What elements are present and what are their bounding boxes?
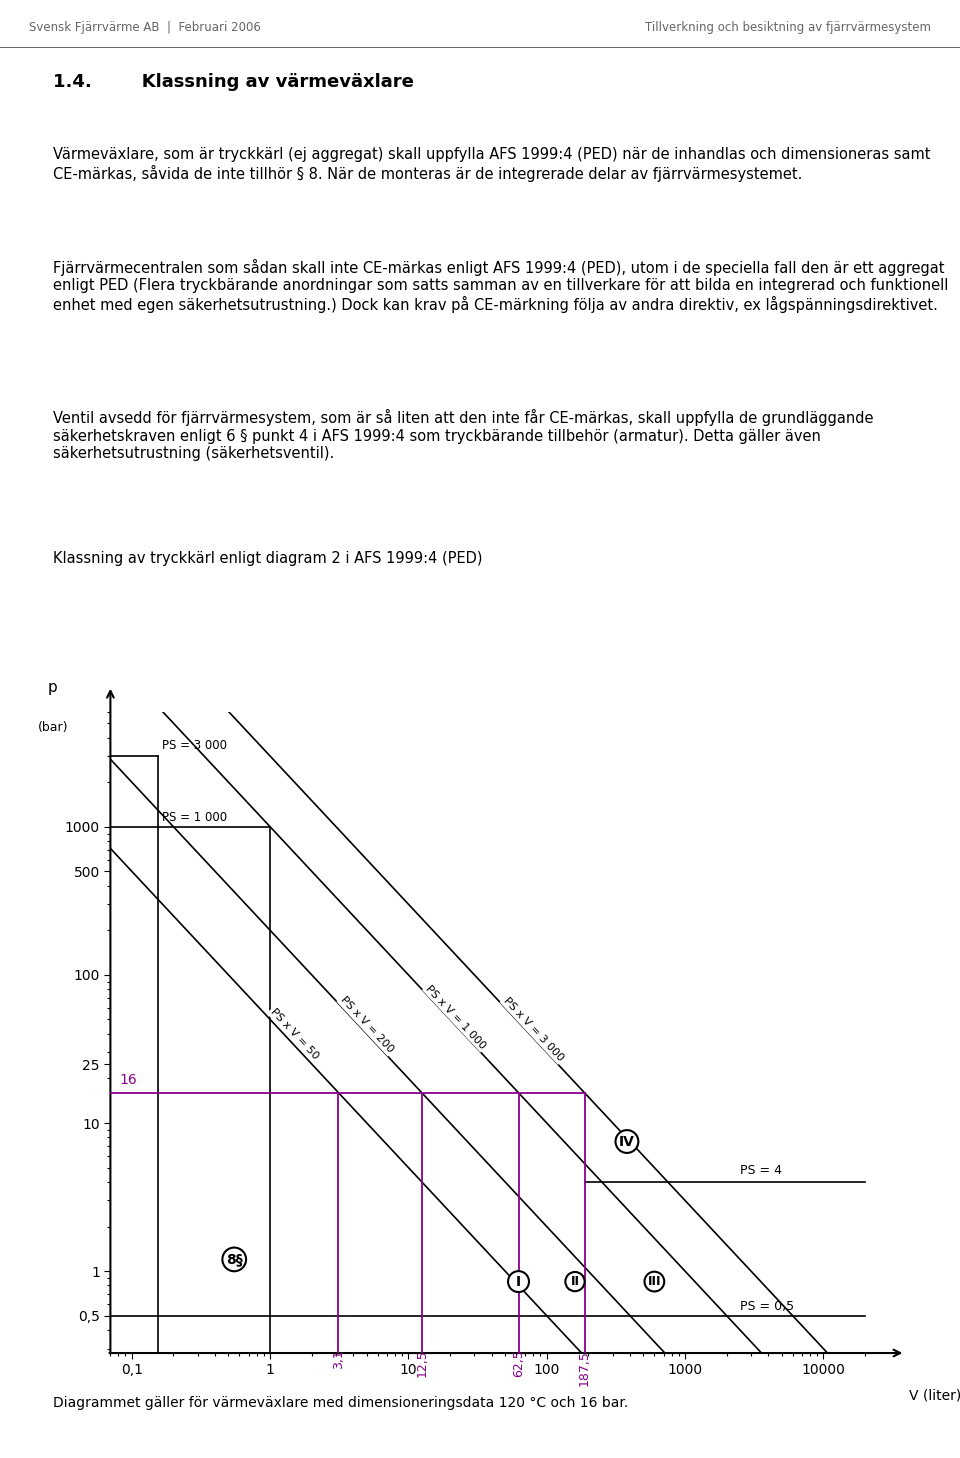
Text: 8§: 8§ [226, 1252, 243, 1267]
Text: PS x V = 1 000: PS x V = 1 000 [423, 983, 488, 1051]
Text: PS = 0,5: PS = 0,5 [740, 1301, 794, 1314]
Text: (bar): (bar) [37, 722, 68, 735]
Text: Svensk Fjärrvärme AB  |  Februari 2006: Svensk Fjärrvärme AB | Februari 2006 [29, 20, 261, 34]
Text: II: II [570, 1276, 580, 1287]
Text: 16: 16 [120, 1073, 137, 1088]
Text: Värmeväxlare, som är tryckkärl (ej aggregat) skall uppfylla AFS 1999:4 (PED) när: Värmeväxlare, som är tryckkärl (ej aggre… [53, 147, 930, 182]
Text: III: III [648, 1276, 661, 1287]
Text: Tillverkning och besiktning av fjärrvärmesystem: Tillverkning och besiktning av fjärrvärm… [645, 20, 931, 34]
Text: PS = 4: PS = 4 [740, 1165, 782, 1177]
Text: p: p [48, 681, 58, 695]
Text: I: I [516, 1274, 521, 1289]
Text: PS = 3 000: PS = 3 000 [162, 739, 227, 752]
Text: Fjärrvärmecentralen som sådan skall inte CE-märkas enligt AFS 1999:4 (PED), utom: Fjärrvärmecentralen som sådan skall inte… [53, 260, 948, 313]
Text: PS x V = 200: PS x V = 200 [338, 994, 396, 1054]
Text: 187,5: 187,5 [578, 1350, 591, 1385]
Text: Diagrammet gäller för värmeväxlare med dimensioneringsdata 120 °C och 16 bar.: Diagrammet gäller för värmeväxlare med d… [53, 1395, 628, 1410]
Text: 12,5: 12,5 [416, 1350, 428, 1378]
Text: PS = 1 000: PS = 1 000 [162, 811, 227, 824]
Text: IV: IV [619, 1134, 635, 1149]
Text: V (liter): V (liter) [909, 1388, 960, 1403]
Text: PS x V = 50: PS x V = 50 [269, 1006, 321, 1061]
Text: PS x V = 3 000: PS x V = 3 000 [501, 996, 565, 1063]
Text: 3,1: 3,1 [331, 1350, 345, 1369]
Text: 1.4.        Klassning av värmeväxlare: 1.4. Klassning av värmeväxlare [53, 73, 414, 90]
Text: Klassning av tryckkärl enligt diagram 2 i AFS 1999:4 (PED): Klassning av tryckkärl enligt diagram 2 … [53, 551, 482, 566]
Text: Ventil avsedd för fjärrvärmesystem, som är så liten att den inte får CE-märkas, : Ventil avsedd för fjärrvärmesystem, som … [53, 410, 874, 461]
Text: 62,5: 62,5 [512, 1350, 525, 1378]
